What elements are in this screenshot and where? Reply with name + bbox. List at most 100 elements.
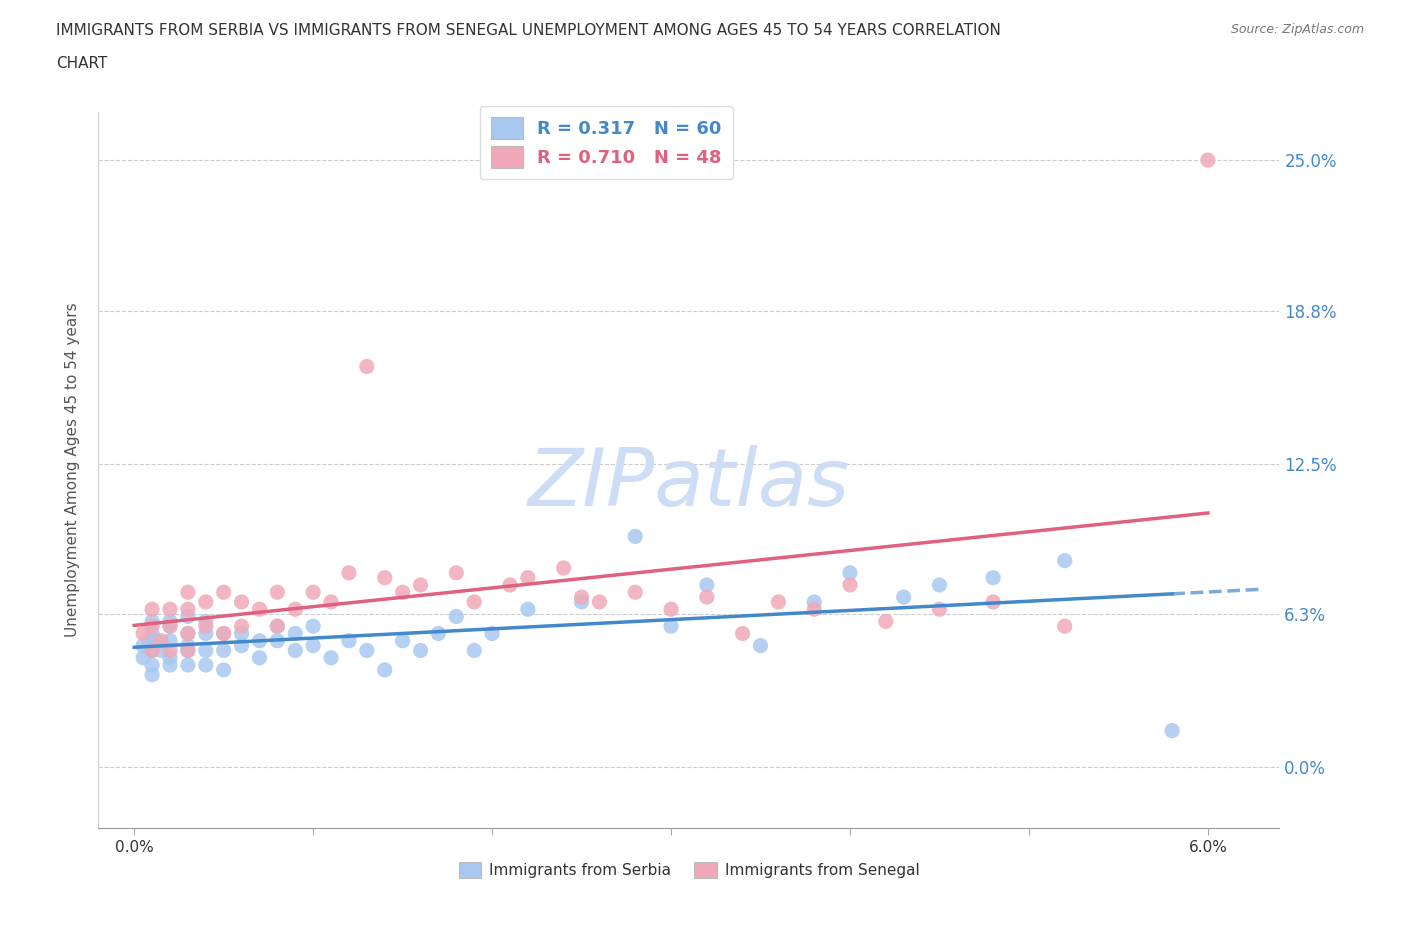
Point (588, 594, 610, 609)
Point (302, 638, 325, 653)
Point (427, 626, 450, 641)
Point (231, 638, 253, 653)
Point (194, 594, 217, 609)
Text: IMMIGRANTS FROM SERBIA VS IMMIGRANTS FROM SENEGAL UNEMPLOYMENT AMONG AGES 45 TO : IMMIGRANTS FROM SERBIA VS IMMIGRANTS FRO… (56, 23, 1001, 38)
Point (624, 529, 647, 544)
Point (302, 618, 325, 633)
Point (177, 609, 200, 624)
Point (141, 643, 163, 658)
Point (159, 602, 181, 617)
Point (159, 614, 181, 629)
Point (177, 658, 200, 672)
Point (132, 638, 155, 653)
Point (284, 626, 307, 641)
Point (624, 585, 647, 600)
Point (266, 585, 288, 600)
Point (177, 643, 200, 658)
Point (132, 650, 155, 665)
Point (571, 590, 593, 604)
Point (731, 626, 754, 641)
Point (212, 662, 235, 677)
Point (1161, 724, 1184, 738)
Point (159, 618, 181, 633)
Point (212, 626, 235, 641)
Point (374, 570, 396, 585)
Point (212, 585, 235, 600)
Point (893, 590, 915, 604)
Point (132, 626, 155, 641)
Point (446, 565, 468, 580)
Point (194, 626, 217, 641)
Point (177, 585, 200, 600)
Point (249, 650, 271, 665)
Point (516, 602, 538, 617)
Point (141, 602, 163, 617)
Point (159, 633, 181, 648)
Text: ZIPatlas: ZIPatlas (527, 445, 851, 523)
Point (302, 585, 325, 600)
Point (284, 643, 307, 658)
Point (177, 626, 200, 641)
Point (284, 602, 307, 617)
Point (749, 638, 772, 653)
Point (1053, 553, 1076, 568)
Point (337, 633, 360, 648)
Point (141, 643, 163, 658)
Point (231, 626, 253, 641)
Point (141, 668, 163, 683)
Point (249, 633, 271, 648)
Point (319, 594, 342, 609)
Point (553, 561, 575, 576)
Point (803, 594, 825, 609)
Point (145, 633, 167, 648)
Point (231, 594, 253, 609)
Point (391, 633, 413, 648)
Point (481, 626, 503, 641)
Point (266, 633, 288, 648)
Point (266, 618, 288, 633)
Point (194, 643, 217, 658)
Point (337, 565, 360, 580)
Point (231, 618, 253, 633)
Text: CHART: CHART (56, 56, 108, 71)
Point (356, 359, 378, 374)
Point (194, 614, 217, 629)
Point (1053, 618, 1076, 633)
Point (1197, 153, 1219, 167)
Point (516, 570, 538, 585)
Point (981, 594, 1004, 609)
Point (463, 594, 485, 609)
Point (928, 602, 950, 617)
Point (839, 578, 862, 592)
Point (803, 602, 825, 617)
Point (159, 650, 181, 665)
Point (159, 658, 181, 672)
Point (981, 570, 1004, 585)
Y-axis label: Unemployment Among Ages 45 to 54 years: Unemployment Among Ages 45 to 54 years (65, 302, 80, 637)
Point (266, 618, 288, 633)
Point (409, 643, 432, 658)
Point (571, 594, 593, 609)
Legend: Immigrants from Serbia, Immigrants from Senegal: Immigrants from Serbia, Immigrants from … (453, 857, 925, 884)
Point (212, 626, 235, 641)
Point (141, 614, 163, 629)
Text: Source: ZipAtlas.com: Source: ZipAtlas.com (1230, 23, 1364, 36)
Point (159, 643, 181, 658)
Point (696, 590, 718, 604)
Point (839, 565, 862, 580)
Point (374, 662, 396, 677)
Point (141, 618, 163, 633)
Point (409, 578, 432, 592)
Point (875, 614, 897, 629)
Point (150, 633, 173, 648)
Point (194, 658, 217, 672)
Point (177, 626, 200, 641)
Point (138, 633, 160, 648)
Point (212, 643, 235, 658)
Point (150, 643, 173, 658)
Point (177, 643, 200, 658)
Point (391, 585, 413, 600)
Point (928, 578, 950, 592)
Point (141, 626, 163, 641)
Point (659, 602, 682, 617)
